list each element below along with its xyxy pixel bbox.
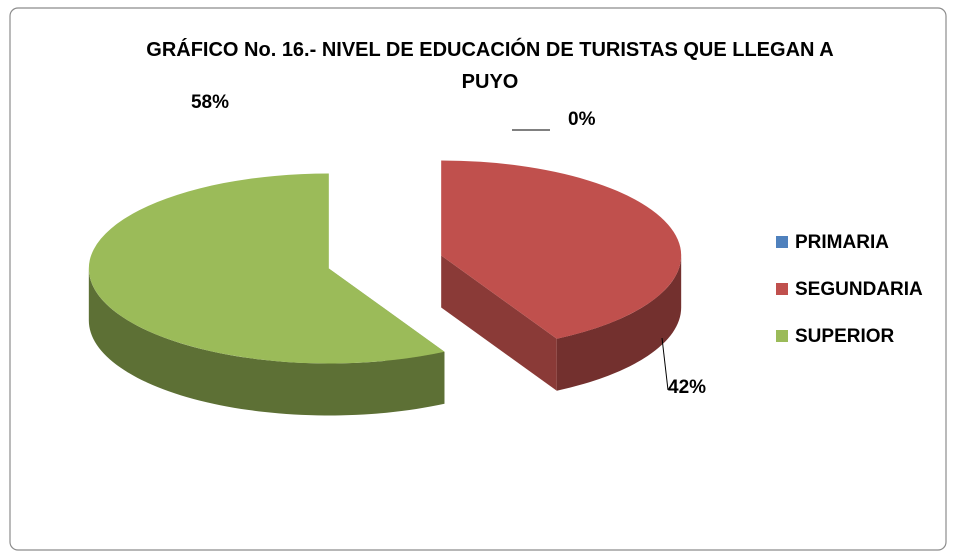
pie-slice [441, 160, 682, 391]
data-label: 0% [568, 109, 596, 130]
pie-slice [88, 173, 445, 416]
chart-title: GRÁFICO No. 16.- NIVEL DE EDUCACIÓN DE T… [146, 39, 834, 93]
legend-swatch [776, 283, 788, 295]
slice-top [88, 173, 445, 364]
legend-label: PRIMARIA [795, 232, 889, 253]
slice-top [441, 160, 682, 339]
legend-swatch [776, 330, 788, 342]
legend-label: SEGUNDARIA [795, 279, 923, 300]
legend-label: SUPERIOR [795, 326, 895, 347]
slice-wall [88, 268, 445, 416]
legend-swatch [776, 236, 788, 248]
data-label: 58% [191, 92, 229, 113]
slice-side [441, 255, 557, 391]
slice-wall [556, 255, 682, 391]
data-label: 42% [668, 377, 706, 398]
leader-line [661, 337, 669, 391]
